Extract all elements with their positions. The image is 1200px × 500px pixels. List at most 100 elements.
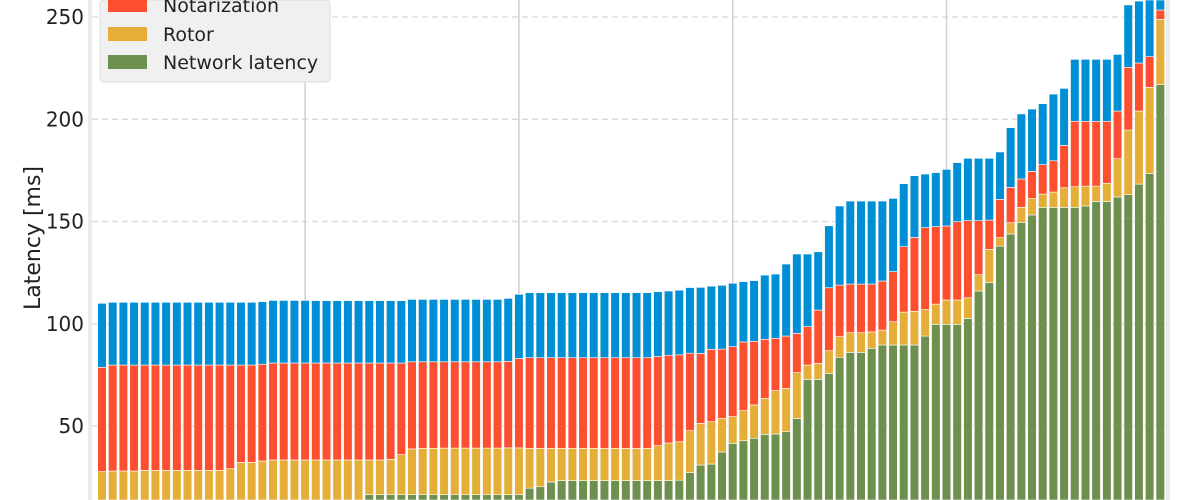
legend-swatch <box>108 55 147 69</box>
bar-segment-notarization <box>140 364 150 471</box>
bar-segment-top-series <box>300 300 310 364</box>
bar-segment-top-series <box>599 292 610 358</box>
legend-box <box>99 0 331 83</box>
bar-segment-notarization <box>247 364 257 463</box>
bar-segment-rotor <box>482 447 492 496</box>
bar-segment-network-latency <box>557 480 567 500</box>
bar-segment-notarization <box>236 364 246 463</box>
bar-segment-network-latency <box>503 494 513 500</box>
bar-segment-notarization <box>546 357 556 449</box>
bar-segment-notarization <box>396 362 406 455</box>
bar-segment-notarization <box>888 271 898 323</box>
bar-segment-top-series <box>279 300 289 364</box>
bar-segment-top-series <box>760 274 770 340</box>
bar-segment-rotor <box>984 249 994 283</box>
bar-segment-network-latency <box>802 379 813 500</box>
bar-segment-notarization <box>1123 67 1133 131</box>
bar-segment-network-latency <box>920 335 930 500</box>
bar-segment-top-series <box>471 299 481 363</box>
bar-segment-rotor <box>1091 185 1101 202</box>
bar-segment-top-series <box>268 300 278 364</box>
bar-segment-network-latency <box>674 479 684 500</box>
bar-segment-top-series <box>578 292 588 358</box>
bar-segment-rotor <box>888 321 898 346</box>
bar-segment-notarization <box>781 335 791 389</box>
bar-segment-notarization <box>1016 178 1026 208</box>
bar-segment-network-latency <box>407 494 417 500</box>
bar-segment-rotor <box>1112 158 1123 198</box>
bar-segment-rotor <box>353 459 364 500</box>
bar-segment-rotor <box>1102 182 1112 202</box>
bar-segment-network-latency <box>813 379 823 500</box>
bar-segment-notarization <box>899 246 909 313</box>
bar-segment-network-latency <box>877 344 887 500</box>
bar-segment-notarization <box>482 361 492 449</box>
bar-segment-rotor <box>824 350 834 374</box>
bar-segment-top-series <box>407 299 417 363</box>
bar-segment-rotor <box>621 447 631 481</box>
bar-segment-rotor <box>471 447 481 496</box>
bar-segment-rotor <box>140 470 150 500</box>
bar-segment-top-series <box>150 301 161 366</box>
bar-segment-rotor <box>535 447 545 488</box>
bar-segment-network-latency <box>909 344 920 500</box>
bar-segment-top-series <box>418 299 428 363</box>
bar-segment-rotor <box>257 460 267 500</box>
bar-segment-notarization <box>150 364 161 471</box>
bar-segment-top-series <box>311 300 321 364</box>
legend-label: Notarization <box>163 0 279 17</box>
bar-segment-top-series <box>706 285 716 350</box>
bar-segment-top-series <box>610 292 620 358</box>
bar-segment-notarization <box>364 362 374 461</box>
bar-segment-notarization <box>835 284 845 337</box>
bar-segment-top-series <box>1091 59 1101 122</box>
bar-segment-top-series <box>589 292 599 358</box>
bar-segment-notarization <box>685 352 695 432</box>
bar-segment-top-series <box>567 292 577 358</box>
bar-segment-rotor <box>108 470 118 500</box>
bar-segment-rotor <box>247 462 257 500</box>
bar-segment-notarization <box>1080 120 1091 187</box>
bar-segment-network-latency <box>1027 214 1037 500</box>
bar-segment-notarization <box>920 227 930 310</box>
bar-segment-notarization <box>1102 120 1112 184</box>
bar-segment-rotor <box>268 459 278 500</box>
bar-segment-notarization <box>995 199 1005 238</box>
bar-segment-network-latency <box>418 494 428 500</box>
bar-segment-rotor <box>129 470 139 500</box>
bar-segment-network-latency <box>546 481 556 500</box>
bar-segment-network-latency <box>439 494 449 500</box>
bar-segment-top-series <box>428 299 438 363</box>
bar-segment-network-latency <box>973 290 984 500</box>
bar-segment-notarization <box>770 337 781 391</box>
y-tick-label: 50 <box>59 414 84 438</box>
bar-segment-rotor <box>685 430 695 473</box>
bar-segment-rotor <box>214 470 225 500</box>
bar-segment-rotor <box>909 310 920 346</box>
bar-segment-top-series <box>920 173 930 228</box>
bar-segment-top-series <box>129 301 139 366</box>
bar-segment-rotor <box>321 459 332 500</box>
bar-segment-notarization <box>728 346 738 417</box>
bar-segment-network-latency <box>621 480 631 500</box>
bar-segment-top-series <box>1155 0 1165 11</box>
bar-segment-top-series <box>482 299 492 363</box>
bar-segment-top-series <box>1102 59 1112 122</box>
bar-segment-rotor <box>1155 19 1165 85</box>
bar-segment-network-latency <box>482 494 492 500</box>
bar-segment-top-series <box>899 183 909 247</box>
bar-segment-top-series <box>963 158 973 221</box>
bar-segment-rotor <box>835 336 845 358</box>
bar-segment-top-series <box>1048 93 1059 162</box>
bar-segment-notarization <box>877 280 887 331</box>
bar-segment-notarization <box>204 364 214 471</box>
bar-segment-top-series <box>813 251 823 311</box>
bar-segment-top-series <box>995 151 1005 200</box>
bar-segment-top-series <box>546 292 556 358</box>
bar-segment-network-latency <box>1006 233 1016 500</box>
bar-segment-top-series <box>225 301 235 366</box>
bar-segment-network-latency <box>963 318 973 500</box>
bar-segment-notarization <box>1091 120 1101 187</box>
bar-segment-network-latency <box>685 472 695 500</box>
bar-segment-top-series <box>1059 88 1069 146</box>
